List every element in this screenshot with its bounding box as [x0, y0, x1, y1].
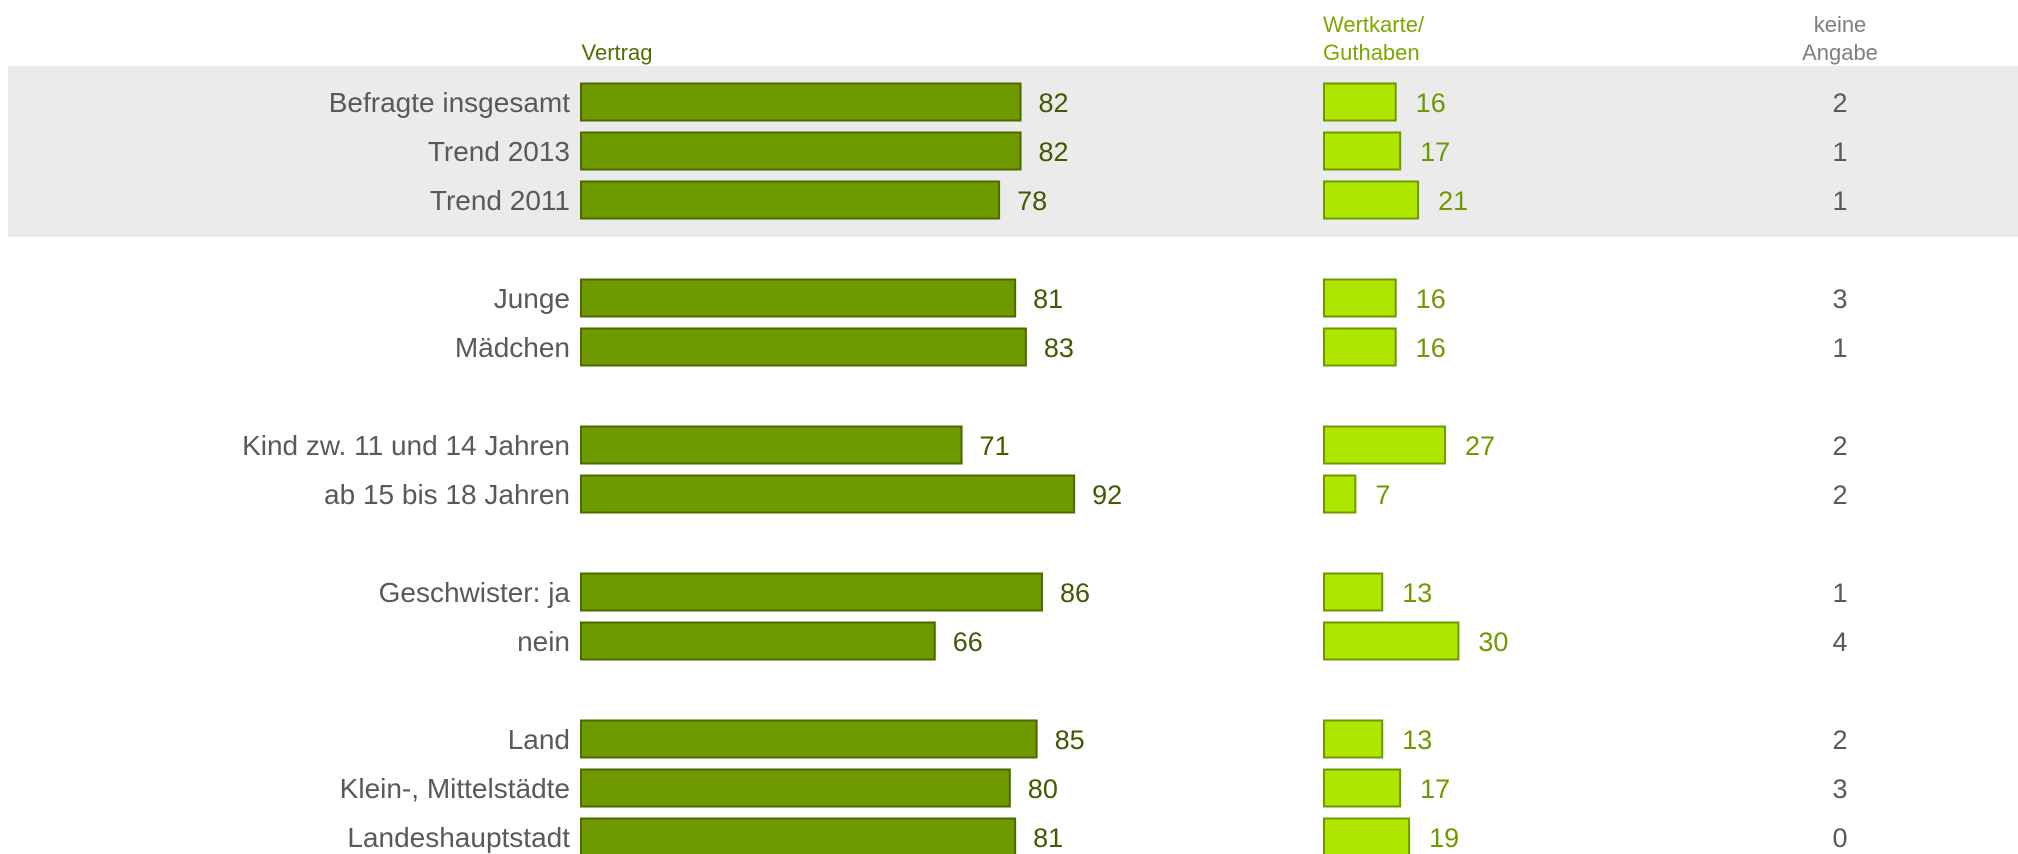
value-label-vertrag: 66	[953, 627, 983, 657]
value-label-wertkarte: 7	[1375, 480, 1390, 510]
value-label-wertkarte: 21	[1438, 186, 1468, 216]
bar-wertkarte	[1323, 278, 1397, 318]
category-label: Befragte insgesamt	[329, 87, 570, 118]
value-label-wertkarte: 19	[1429, 823, 1459, 853]
value-label-keine-angabe: 4	[1832, 627, 1847, 657]
value-label-wertkarte: 30	[1478, 627, 1508, 657]
bar-wertkarte	[1323, 817, 1411, 854]
chart-row: Geschwister: ja 86 13 1	[379, 572, 1848, 612]
bar-vertrag	[580, 327, 1027, 367]
bar-vertrag	[580, 425, 963, 465]
series-header-wertkarte: Wertkarte/	[1323, 12, 1425, 37]
value-label-wertkarte: 17	[1420, 137, 1450, 167]
category-label: Mädchen	[455, 332, 570, 363]
value-label-vertrag: 82	[1039, 137, 1069, 167]
bar-vertrag	[580, 817, 1017, 854]
bar-wertkarte	[1323, 474, 1357, 514]
value-label-vertrag: 86	[1060, 578, 1090, 608]
series-header-vertrag: Vertrag	[582, 40, 653, 65]
bar-wertkarte	[1323, 768, 1402, 808]
value-label-vertrag: 80	[1028, 774, 1058, 804]
chart-row: nein 66 30 4	[517, 621, 1848, 661]
value-label-vertrag: 81	[1033, 284, 1063, 314]
value-label-vertrag: 92	[1092, 480, 1122, 510]
bar-wertkarte	[1323, 180, 1420, 220]
value-label-vertrag: 78	[1017, 186, 1047, 216]
bar-vertrag	[580, 278, 1017, 318]
category-label: Junge	[494, 283, 570, 314]
series-headers: Vertrag Wertkarte/Guthaben keine Angabe	[582, 12, 1878, 65]
category-label: Klein-, Mittelstädte	[340, 773, 570, 804]
category-label: Geschwister: ja	[379, 577, 571, 608]
value-label-wertkarte: 16	[1416, 284, 1446, 314]
value-label-keine-angabe: 0	[1832, 823, 1847, 853]
category-label: nein	[517, 626, 570, 657]
value-label-wertkarte: 16	[1416, 88, 1446, 118]
category-label: ab 15 bis 18 Jahren	[324, 479, 570, 510]
bar-vertrag	[580, 768, 1011, 808]
value-label-keine-angabe: 3	[1832, 284, 1847, 314]
value-label-vertrag: 82	[1039, 88, 1069, 118]
bar-vertrag	[580, 572, 1043, 612]
value-label-wertkarte: 27	[1465, 431, 1495, 461]
chart-row: Trend 2013 82 17 1	[428, 131, 1848, 171]
chart-row: Land 85 13 2	[508, 719, 1848, 759]
chart-row: Befragte insgesamt 82 16 2	[329, 82, 1848, 122]
bar-vertrag	[580, 180, 1001, 220]
value-label-keine-angabe: 1	[1832, 186, 1847, 216]
bar-vertrag	[580, 719, 1038, 759]
chart-row: Landeshauptstadt 81 19 0	[347, 817, 1848, 854]
value-label-keine-angabe: 2	[1832, 431, 1847, 461]
bar-wertkarte	[1323, 327, 1397, 367]
series-header-keine-angabe: Angabe	[1802, 40, 1878, 65]
chart-row: Mädchen 83 16 1	[455, 327, 1848, 367]
value-label-keine-angabe: 2	[1832, 480, 1847, 510]
bar-vertrag	[580, 474, 1076, 514]
bar-wertkarte	[1323, 621, 1460, 661]
bar-vertrag	[580, 621, 936, 661]
chart-row: Junge 81 16 3	[494, 278, 1848, 318]
category-label: Landeshauptstadt	[347, 822, 570, 853]
bar-wertkarte	[1323, 425, 1446, 465]
value-label-wertkarte: 16	[1416, 333, 1446, 363]
value-label-keine-angabe: 3	[1832, 774, 1847, 804]
category-label: Land	[508, 724, 570, 755]
value-label-wertkarte: 13	[1402, 725, 1432, 755]
category-label: Trend 2013	[428, 136, 570, 167]
bar-wertkarte	[1323, 82, 1397, 122]
value-label-wertkarte: 17	[1420, 774, 1450, 804]
category-label: Trend 2011	[430, 185, 570, 216]
bar-vertrag	[580, 131, 1022, 171]
value-label-vertrag: 71	[980, 431, 1010, 461]
series-header-keine-angabe: keine	[1814, 12, 1867, 37]
bar-wertkarte	[1323, 131, 1402, 171]
series-header-wertkarte: Guthaben	[1323, 40, 1420, 65]
bar-wertkarte	[1323, 719, 1384, 759]
value-label-keine-angabe: 2	[1832, 725, 1847, 755]
chart-row: Kind zw. 11 und 14 Jahren 71 27 2	[242, 425, 1848, 465]
value-label-keine-angabe: 1	[1832, 578, 1847, 608]
value-label-keine-angabe: 1	[1832, 137, 1847, 167]
chart-row: Klein-, Mittelstädte 80 17 3	[340, 768, 1848, 808]
value-label-vertrag: 81	[1033, 823, 1063, 853]
value-label-keine-angabe: 1	[1832, 333, 1847, 363]
value-label-vertrag: 83	[1044, 333, 1074, 363]
category-label: Kind zw. 11 und 14 Jahren	[242, 430, 570, 461]
chart-row: ab 15 bis 18 Jahren 92 7 2	[324, 474, 1848, 514]
bar-vertrag	[580, 82, 1022, 122]
bar-wertkarte	[1323, 572, 1384, 612]
value-label-wertkarte: 13	[1402, 578, 1432, 608]
value-label-keine-angabe: 2	[1832, 88, 1847, 118]
chart-row: Trend 2011 78 21 1	[430, 180, 1848, 220]
value-label-vertrag: 85	[1055, 725, 1085, 755]
